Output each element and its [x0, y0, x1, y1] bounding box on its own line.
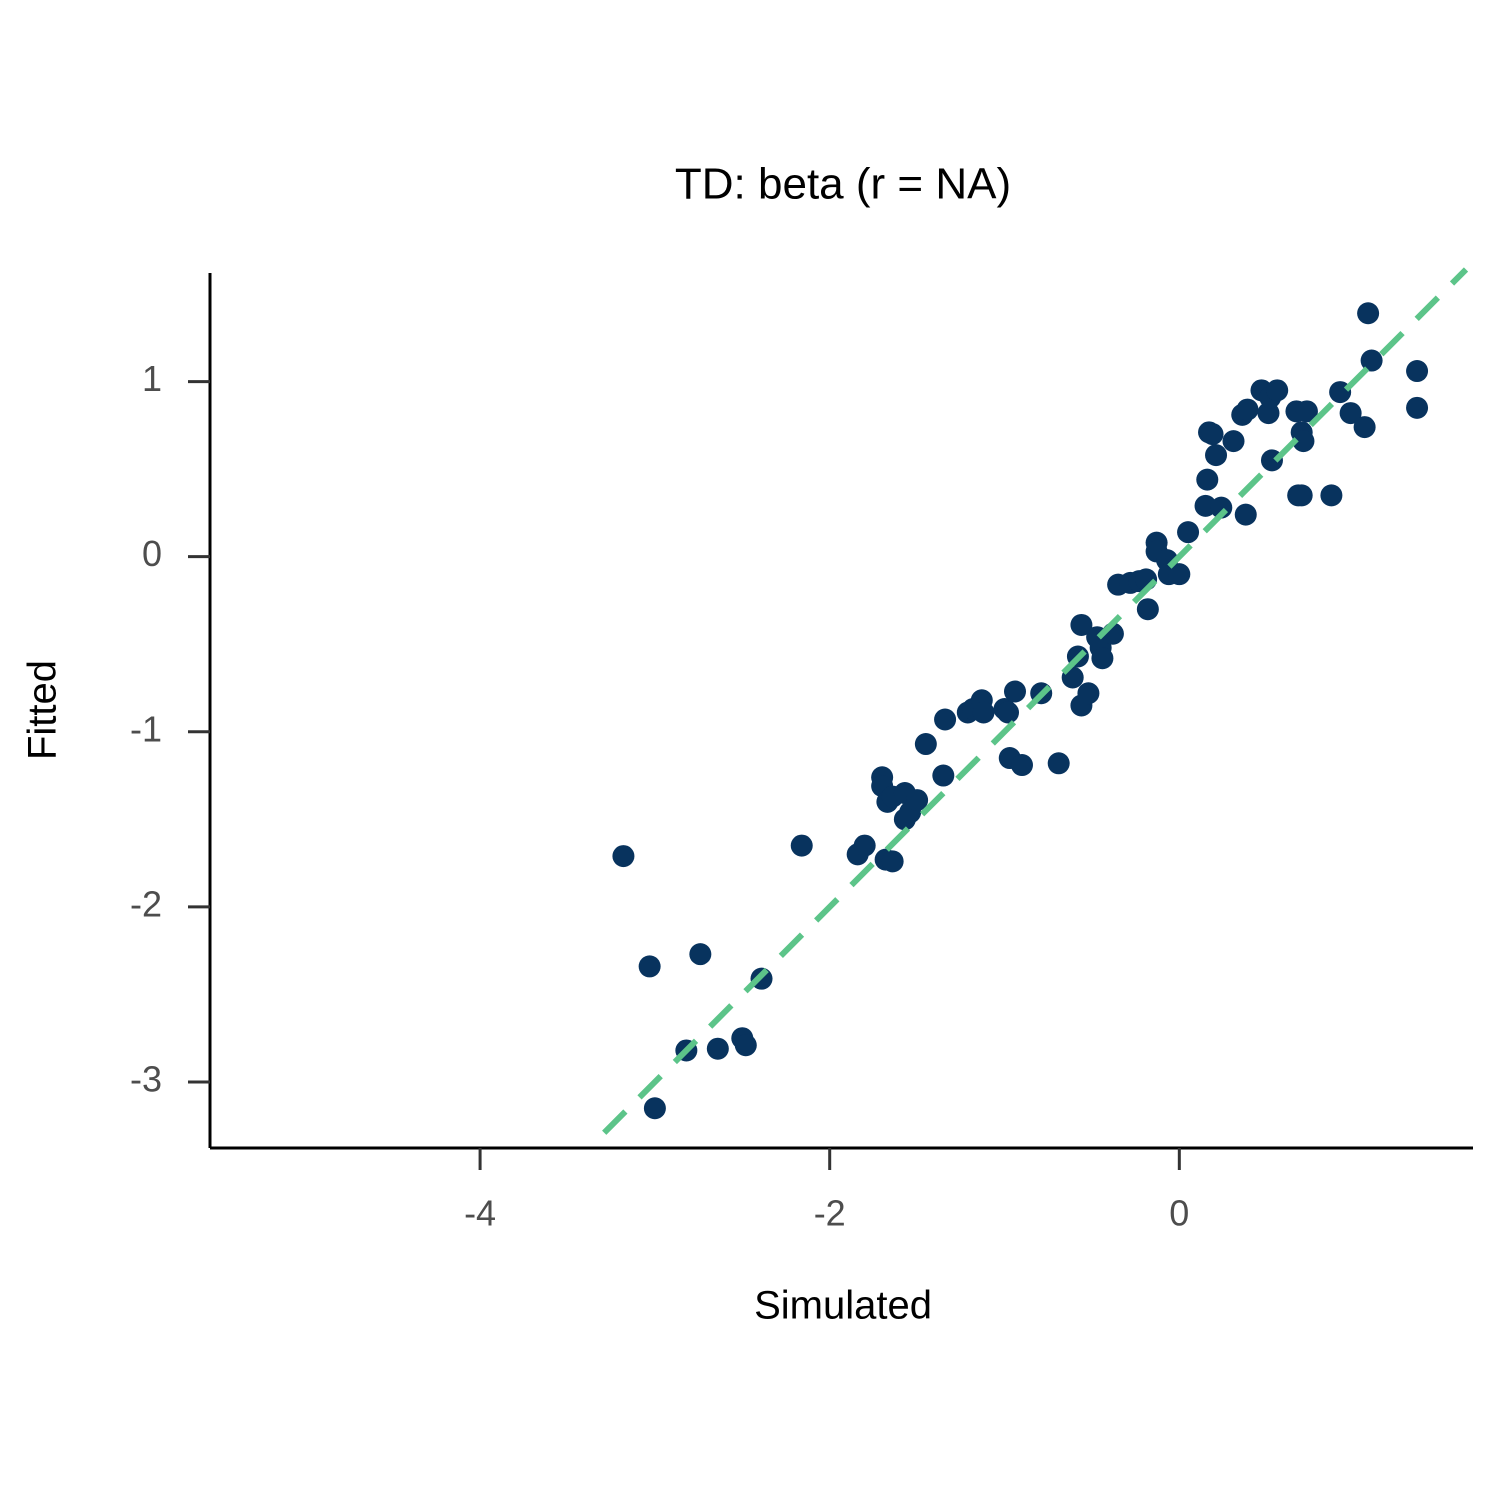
- point: [689, 943, 712, 966]
- point: [881, 850, 904, 873]
- point: [1010, 754, 1033, 777]
- point: [1292, 430, 1315, 453]
- y-tick-label: 1: [142, 358, 162, 399]
- point: [1222, 430, 1245, 453]
- point: [1353, 416, 1376, 439]
- point: [934, 708, 957, 731]
- point: [706, 1037, 729, 1060]
- point: [1077, 682, 1100, 705]
- point: [932, 764, 955, 787]
- point: [1177, 521, 1200, 544]
- point: [1234, 503, 1257, 526]
- point: [1360, 349, 1383, 372]
- point: [1168, 563, 1191, 586]
- point: [790, 834, 813, 857]
- point: [1406, 360, 1429, 383]
- point: [1196, 468, 1219, 491]
- point: [734, 1034, 757, 1057]
- point: [1339, 402, 1362, 425]
- point: [1205, 444, 1228, 467]
- point: [853, 834, 876, 857]
- y-tick-label: 0: [142, 533, 162, 574]
- point: [972, 701, 995, 724]
- point: [1047, 752, 1070, 775]
- point: [638, 955, 661, 978]
- point: [1295, 400, 1318, 423]
- x-axis-label: Simulated: [754, 1284, 932, 1328]
- y-axis-label: Fitted: [21, 660, 65, 760]
- x-tick-label: -2: [814, 1193, 846, 1234]
- reference-line: [602, 267, 1469, 1135]
- point: [1320, 484, 1343, 507]
- point: [1003, 680, 1026, 703]
- point: [643, 1097, 666, 1120]
- point: [612, 845, 635, 868]
- y-tick-label: -2: [130, 883, 162, 924]
- point: [1136, 598, 1159, 621]
- point: [1236, 398, 1259, 421]
- point: [1201, 423, 1224, 446]
- point: [1290, 484, 1313, 507]
- point: [1091, 647, 1114, 670]
- x-tick-label: -4: [464, 1193, 496, 1234]
- point: [914, 733, 937, 756]
- x-tick-label: 0: [1169, 1193, 1189, 1234]
- point: [1266, 379, 1289, 402]
- point: [1406, 396, 1429, 419]
- y-tick-label: -1: [130, 708, 162, 749]
- point: [997, 701, 1020, 724]
- point: [1357, 302, 1380, 325]
- chart-title: TD: beta (r = NA): [675, 160, 1011, 209]
- y-tick-label: -3: [130, 1059, 162, 1100]
- point: [1070, 613, 1093, 636]
- point: [906, 789, 929, 812]
